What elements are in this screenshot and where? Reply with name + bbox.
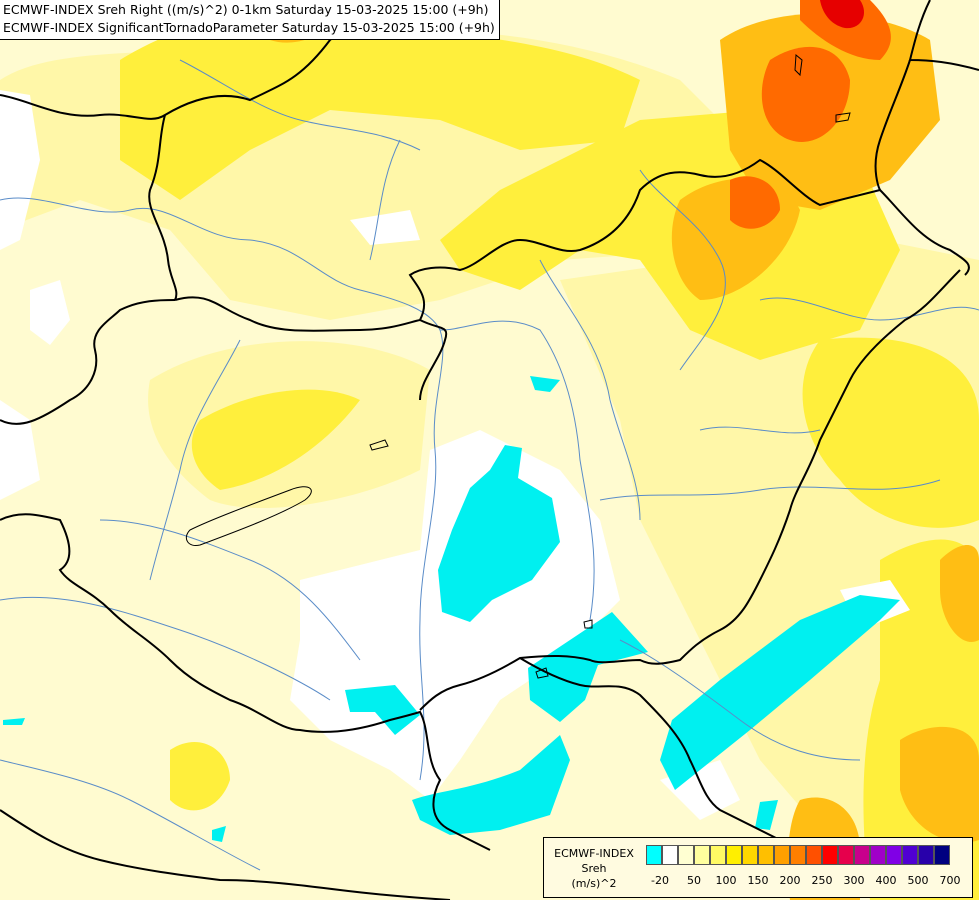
- legend-tick-label: 50: [687, 874, 701, 887]
- legend-swatch: [854, 845, 870, 865]
- legend-swatch: [694, 845, 710, 865]
- legend-swatch: [822, 845, 838, 865]
- legend-swatch: [774, 845, 790, 865]
- field-yellow: [120, 10, 979, 900]
- lakes: [185, 53, 851, 679]
- legend-tick-label: 300: [843, 874, 865, 887]
- field-red: [730, 0, 891, 229]
- legend-tick-label: 500: [907, 874, 929, 887]
- legend-tick-label: 200: [779, 874, 801, 887]
- legend-swatch: [662, 845, 678, 865]
- legend-swatch: [918, 845, 934, 865]
- field-cyan: [3, 376, 900, 842]
- title-line-2: ECMWF-INDEX SignificantTornadoParameter …: [3, 20, 495, 35]
- legend-tick-label: 100: [715, 874, 737, 887]
- title-box: ECMWF-INDEX Sreh Right ((m/s)^2) 0-1km S…: [0, 0, 500, 40]
- legend-tick-label: 400: [875, 874, 897, 887]
- legend-swatch: [902, 845, 918, 865]
- legend-tick-label: -20: [651, 874, 669, 887]
- legend-swatch: [886, 845, 902, 865]
- legend-swatch: [838, 845, 854, 865]
- legend-swatch: [806, 845, 822, 865]
- legend-swatch: [678, 845, 694, 865]
- legend-swatches: [646, 845, 950, 865]
- legend-ticks: -20 50 100 150 200 250 300 400 500 700: [646, 874, 976, 888]
- legend-swatch: [758, 845, 774, 865]
- legend-label-line-1: ECMWF-INDEX: [554, 847, 634, 860]
- legend-swatch: [934, 845, 950, 865]
- legend-tick-label: 250: [811, 874, 833, 887]
- legend-label-line-3: (m/s)^2: [571, 877, 617, 890]
- legend-tick-label: 700: [939, 874, 961, 887]
- legend-swatch: [710, 845, 726, 865]
- legend-swatch: [646, 845, 662, 865]
- legend-swatch: [790, 845, 806, 865]
- legend-label-line-2: Sreh: [581, 862, 607, 875]
- legend-swatch: [726, 845, 742, 865]
- legend: ECMWF-INDEX Sreh (m/s)^2 -20 50 100 150 200 2…: [543, 837, 973, 898]
- title-line-1: ECMWF-INDEX Sreh Right ((m/s)^2) 0-1km S…: [3, 2, 489, 17]
- legend-swatch: [742, 845, 758, 865]
- field-dark-red: [820, 0, 865, 29]
- legend-label: ECMWF-INDEX Sreh (m/s)^2: [548, 846, 640, 891]
- legend-swatch: [870, 845, 886, 865]
- legend-tick-label: 150: [747, 874, 769, 887]
